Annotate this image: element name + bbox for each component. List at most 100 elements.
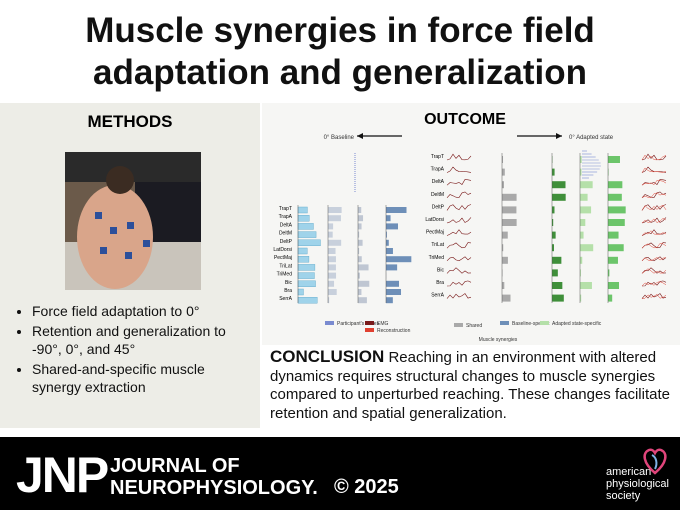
bar — [552, 206, 555, 214]
reconstruction — [641, 192, 667, 199]
society-logo — [643, 448, 667, 475]
muscle-label: Bic — [437, 267, 444, 273]
bar — [552, 256, 562, 264]
emg — [446, 242, 472, 249]
bar — [580, 181, 593, 189]
bar — [328, 264, 336, 271]
conclusion-text: Reaching in an environment with altered … — [270, 349, 670, 422]
bar — [386, 223, 398, 230]
emg — [641, 242, 667, 249]
bar — [297, 231, 317, 238]
journal-abbr: JNP — [16, 447, 109, 503]
reconstruction — [641, 230, 667, 236]
bar — [608, 244, 624, 252]
emg — [641, 204, 667, 211]
muscle-label: Bic — [285, 280, 292, 286]
bar — [608, 231, 619, 239]
muscle-label: DeltP — [280, 239, 293, 245]
bar — [502, 282, 505, 289]
legend-label: Baseline-specific — [512, 321, 550, 327]
emg — [446, 191, 472, 199]
reconstruction — [641, 167, 667, 173]
muscle-label: PectMaj — [274, 255, 292, 261]
emg — [641, 166, 667, 173]
bar — [358, 289, 362, 295]
baseline-label: 0° Baseline — [324, 135, 355, 141]
bar — [297, 239, 321, 247]
bar — [328, 231, 333, 238]
bar — [297, 247, 308, 255]
bar — [328, 256, 336, 263]
muscle-label: TriMed — [277, 272, 293, 278]
title-line: adaptation and generalization — [93, 53, 587, 92]
footer — [0, 437, 680, 510]
bar — [358, 231, 360, 238]
methods-list: Force field adaptation to 0° Retention a… — [14, 302, 244, 398]
muscle-label: Bra — [284, 288, 292, 294]
emg — [641, 217, 667, 224]
bar — [552, 181, 566, 189]
bar — [297, 264, 316, 271]
emg — [641, 229, 667, 236]
emg — [446, 267, 472, 274]
muscle-label: DeltM — [431, 192, 444, 198]
bar — [580, 206, 592, 214]
bar — [386, 256, 412, 263]
bar — [386, 215, 391, 222]
bar — [386, 289, 402, 295]
bar — [297, 280, 316, 288]
bar — [328, 289, 337, 295]
bar — [328, 207, 342, 213]
muscle-label: TriMed — [429, 255, 445, 261]
bar — [328, 272, 337, 279]
bar — [386, 297, 393, 304]
muscle-label: TrapT — [431, 154, 444, 160]
bar — [552, 193, 566, 201]
bar — [580, 231, 584, 239]
bar — [358, 272, 360, 279]
muscle-label: LatDorsi — [425, 217, 444, 223]
bar — [608, 206, 626, 214]
emg — [641, 256, 667, 262]
bar — [552, 282, 563, 289]
journal-line: JOURNAL OF — [110, 455, 240, 477]
bar — [297, 288, 304, 296]
bar — [552, 269, 558, 277]
reconstruction — [641, 268, 667, 274]
emg — [641, 280, 667, 287]
bar — [502, 156, 504, 163]
bar — [502, 168, 505, 176]
bar — [358, 223, 362, 230]
emg — [446, 217, 472, 224]
emg — [446, 293, 472, 299]
bar — [328, 239, 342, 246]
muscle-label: TrapA — [431, 167, 445, 173]
emg — [446, 280, 472, 287]
society: american physiological society — [606, 466, 669, 502]
emg — [446, 153, 472, 161]
legend-label: Reconstruction — [377, 328, 411, 334]
bar — [502, 256, 508, 264]
bullet: Retention and generalization to -90°, 0°… — [32, 322, 244, 358]
conclusion: CONCLUSION Reaching in an environment wi… — [270, 347, 678, 423]
bar — [502, 181, 505, 189]
legend-swatch — [454, 323, 463, 327]
photo — [65, 152, 201, 290]
bar — [297, 223, 314, 230]
muscle-label: TriLat — [431, 242, 444, 248]
bar — [552, 244, 554, 252]
muscle-label: LatDorsi — [273, 247, 292, 253]
copyright: © 2025 — [334, 476, 399, 498]
emg — [641, 191, 667, 199]
bar — [580, 282, 592, 289]
emg — [446, 204, 472, 211]
bar — [502, 206, 517, 214]
muscle-label: SerrA — [279, 296, 292, 302]
bar — [608, 181, 623, 189]
legend-label: Participant's forces — [337, 321, 380, 327]
bar — [580, 244, 594, 252]
muscle-label: DeltA — [280, 222, 293, 228]
bar — [358, 248, 360, 254]
bar — [386, 264, 398, 271]
